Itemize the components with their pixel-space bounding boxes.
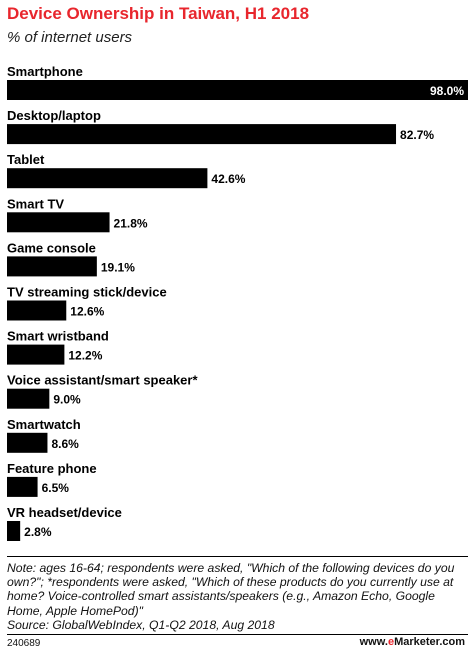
bar-smartphone bbox=[7, 80, 468, 100]
category-label-game-console: Game console bbox=[7, 240, 96, 255]
bar-smartwatch bbox=[7, 432, 48, 453]
brand-prefix: www. bbox=[359, 636, 388, 648]
bar-smart-tv bbox=[7, 212, 110, 233]
category-label-smartwatch: Smartwatch bbox=[7, 417, 81, 432]
source-text: Source: GlobalWebIndex, Q1-Q2 2018, Aug … bbox=[7, 617, 275, 632]
value-label-vr-headset-device: 2.8% bbox=[24, 525, 52, 539]
bar-game-console bbox=[7, 256, 97, 277]
category-label-desktop-laptop: Desktop/laptop bbox=[7, 108, 101, 123]
category-label-feature-phone: Feature phone bbox=[7, 461, 97, 476]
category-label-tv-streaming-stick-device: TV streaming stick/device bbox=[7, 285, 167, 300]
category-label-smart-tv: Smart TV bbox=[7, 196, 64, 211]
value-label-smartphone: 98.0% bbox=[430, 84, 464, 98]
bar-voice-assistant-smart-speaker bbox=[7, 388, 50, 409]
value-label-tablet: 42.6% bbox=[211, 172, 245, 186]
bar-smart-wristband bbox=[7, 344, 65, 365]
value-label-tv-streaming-stick-device: 12.6% bbox=[70, 305, 104, 319]
divider-top bbox=[7, 556, 468, 557]
chart-title: Device Ownership in Taiwan, H1 2018 bbox=[7, 4, 310, 23]
value-label-smart-wristband: 12.2% bbox=[68, 349, 102, 363]
bar-vr-headset-device bbox=[7, 521, 21, 541]
value-label-voice-assistant-smart-speaker: 9.0% bbox=[53, 393, 81, 407]
category-label-voice-assistant-smart-speaker: Voice assistant/smart speaker* bbox=[7, 373, 198, 388]
category-label-vr-headset-device: VR headset/device bbox=[7, 505, 122, 520]
value-label-smartwatch: 8.6% bbox=[51, 437, 79, 451]
category-label-smartphone: Smartphone bbox=[7, 64, 83, 79]
value-label-smart-tv: 21.8% bbox=[114, 216, 148, 230]
brand-rest: Marketer.com bbox=[394, 636, 465, 648]
brand-e: e bbox=[387, 636, 395, 648]
value-label-feature-phone: 6.5% bbox=[42, 481, 70, 495]
value-label-desktop-laptop: 82.7% bbox=[400, 128, 434, 142]
bar-desktop-laptop bbox=[7, 124, 397, 145]
chart-notes: Note: ages 16-64; respondents were asked… bbox=[7, 561, 467, 632]
bar-feature-phone bbox=[7, 476, 38, 497]
bar-chart: Smartphone 98.0% Desktop/laptop 82.7% Tablet… bbox=[7, 64, 468, 541]
note-text: Note: ages 16-64; respondents were asked… bbox=[7, 561, 455, 618]
chart-id: 240689 bbox=[7, 638, 41, 649]
bar-tablet bbox=[7, 168, 208, 189]
chart-subtitle: % of internet users bbox=[7, 29, 133, 46]
bar-tv-streaming-stick-device bbox=[7, 300, 67, 321]
brand-link[interactable]: www.eMarketer.com bbox=[360, 636, 465, 648]
category-label-smart-wristband: Smart wristband bbox=[7, 329, 109, 344]
divider-bottom bbox=[7, 634, 468, 635]
category-label-tablet: Tablet bbox=[7, 152, 45, 167]
value-label-game-console: 19.1% bbox=[101, 260, 135, 274]
